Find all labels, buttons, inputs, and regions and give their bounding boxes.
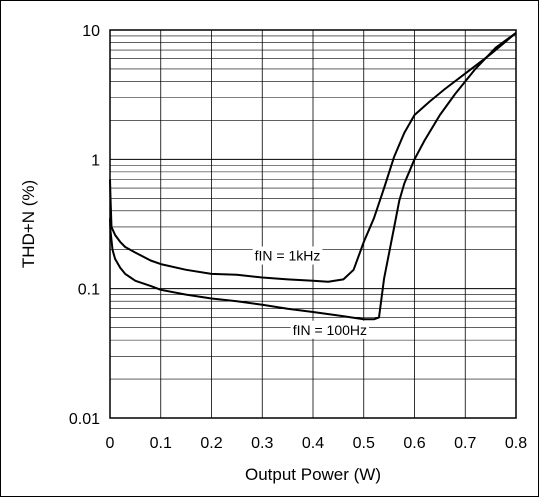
y-axis-title: THD+N (%) — [19, 180, 38, 268]
grid — [109, 30, 517, 419]
annotation-backing — [252, 246, 323, 265]
x-tick-label: 0.6 — [403, 435, 425, 452]
x-tick-label: 0.8 — [505, 435, 527, 452]
series-annotation: fIN = 100Hz — [293, 322, 367, 338]
series-group: fIN = 1kHz fIN = 100Hz — [109, 32, 517, 339]
tick-labels: 0 0.1 0.2 0.3 0.4 0.5 0.6 0.7 0.8 0.01 0.1 1 10 — [69, 23, 527, 452]
y-tick-label: 0.1 — [78, 282, 100, 299]
x-tick-label: 0.5 — [353, 435, 375, 452]
series-line-100hz — [109, 32, 517, 321]
y-tick-label: 10 — [82, 23, 100, 40]
x-axis-title: Output Power (W) — [245, 465, 381, 484]
x-tick-label: 0.7 — [454, 435, 476, 452]
x-tick-label: 0 — [106, 435, 115, 452]
series-line-1khz — [109, 32, 517, 283]
x-tick-label: 0.4 — [302, 435, 324, 452]
x-tick-label: 0.2 — [200, 435, 222, 452]
y-tick-label: 0.01 — [69, 411, 100, 428]
x-tick-label: 0.3 — [251, 435, 273, 452]
series-annotation: fIN = 1kHz — [255, 248, 321, 264]
y-tick-label: 1 — [91, 152, 100, 169]
annotation-backing — [290, 320, 370, 339]
x-tick-label: 0.1 — [150, 435, 172, 452]
